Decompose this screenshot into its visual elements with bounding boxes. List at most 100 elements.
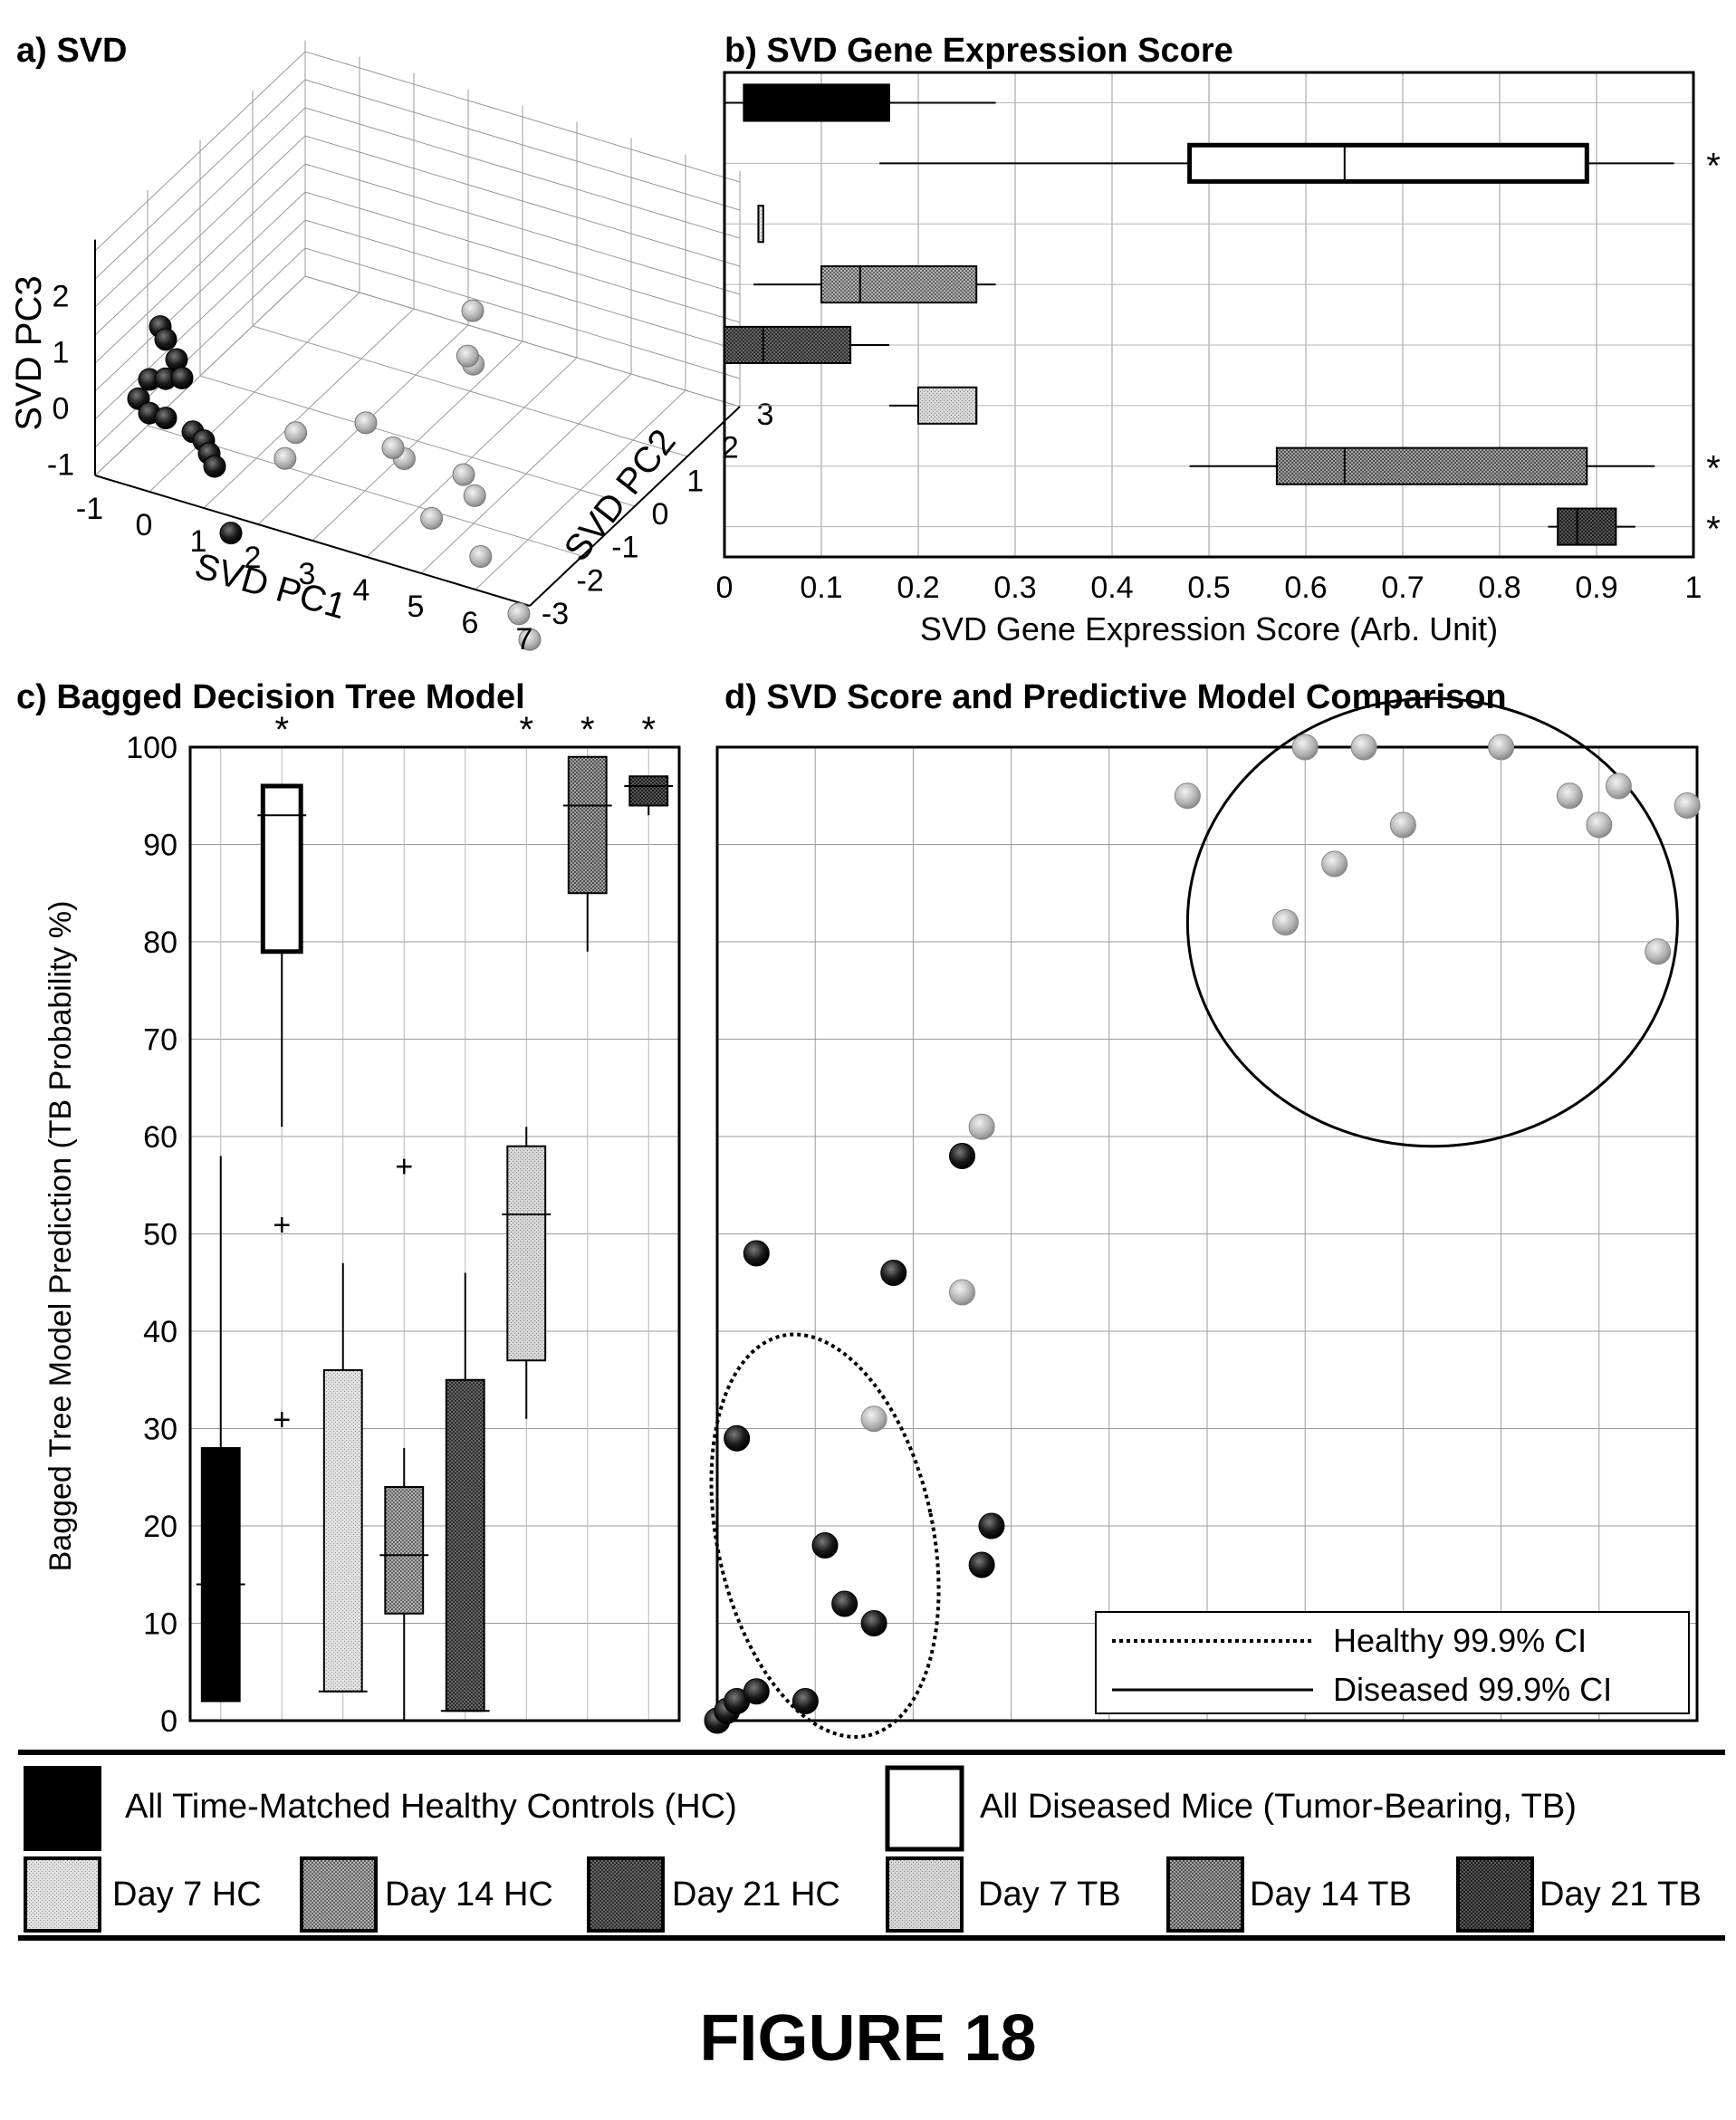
point-diseased bbox=[463, 484, 486, 507]
tick-label: 10 bbox=[143, 1607, 177, 1642]
point-diseased bbox=[461, 299, 484, 322]
tick-label: 40 bbox=[143, 1315, 177, 1349]
point-diseased bbox=[1645, 938, 1672, 965]
point-diseased bbox=[1586, 811, 1613, 839]
point-healthy bbox=[831, 1590, 858, 1617]
significance-star: * bbox=[1706, 146, 1721, 186]
grid-line bbox=[304, 51, 741, 183]
significance-star: * bbox=[519, 710, 533, 750]
panel-a-grid bbox=[94, 40, 741, 607]
tick-label: 1 bbox=[686, 464, 704, 498]
tick-label: 3 bbox=[757, 398, 774, 432]
point-healthy bbox=[791, 1688, 819, 1714]
tick-label: -2 bbox=[577, 563, 604, 598]
significance-star: * bbox=[641, 710, 656, 750]
panel-a-zlabel: SVD PC3 bbox=[9, 275, 49, 430]
point-diseased bbox=[354, 411, 378, 435]
panel-c-frame bbox=[188, 745, 681, 1722]
box bbox=[1187, 142, 1589, 184]
legend-swatch-day14-tb bbox=[1166, 1856, 1244, 1933]
tick-label: 2 bbox=[245, 541, 262, 575]
tick-label: 20 bbox=[143, 1510, 177, 1544]
legend-label-day7-tb: Day 7 TB bbox=[978, 1875, 1121, 1914]
point-diseased bbox=[1556, 782, 1583, 810]
box bbox=[724, 325, 852, 364]
grid-line bbox=[304, 163, 741, 295]
point-diseased bbox=[949, 1279, 975, 1306]
panel-d-title: d) SVD Score and Predictive Model Compar… bbox=[724, 678, 1507, 716]
axis-line-pc1 bbox=[94, 475, 531, 607]
grid-line bbox=[147, 425, 583, 557]
tick-label: 0.5 bbox=[1187, 571, 1230, 605]
point-healthy bbox=[880, 1260, 907, 1286]
legend-swatch-day7-hc bbox=[24, 1856, 101, 1933]
box bbox=[820, 265, 978, 304]
healthy-ci-ellipse bbox=[709, 1332, 941, 1739]
tick-label: 0 bbox=[716, 571, 734, 605]
figure-caption: FIGURE 18 bbox=[699, 2002, 1037, 2075]
outlier-mark: + bbox=[273, 1403, 291, 1437]
point-diseased bbox=[456, 344, 479, 368]
tick-label: 0.2 bbox=[897, 571, 939, 605]
grid-line bbox=[252, 325, 688, 457]
point-healthy bbox=[724, 1425, 751, 1452]
box bbox=[917, 386, 978, 425]
grid-line bbox=[304, 135, 741, 267]
tick-label: 50 bbox=[143, 1218, 177, 1252]
point-healthy bbox=[219, 522, 243, 545]
grid-line bbox=[94, 107, 306, 308]
tick-label: 0.4 bbox=[1090, 571, 1133, 605]
panel-c-ylabel: Bagged Tree Model Prediction (TB Probabi… bbox=[43, 901, 78, 1572]
legend-label-day21-tb: Day 21 TB bbox=[1539, 1875, 1702, 1914]
tick-label: 0.6 bbox=[1284, 571, 1327, 605]
significance-star: * bbox=[1706, 510, 1721, 550]
outlier-mark: + bbox=[395, 1149, 413, 1184]
point-diseased bbox=[469, 545, 493, 568]
tick-label: 0.1 bbox=[800, 571, 842, 605]
grid-line bbox=[94, 51, 306, 252]
point-diseased bbox=[518, 628, 542, 651]
legend-swatch-day21-tb bbox=[1456, 1856, 1534, 1933]
tick-label: 3 bbox=[299, 557, 316, 591]
legend-swatch-day7-tb bbox=[886, 1856, 964, 1933]
grid-line bbox=[94, 247, 306, 448]
legend-label-day21-hc: Day 21 HC bbox=[672, 1875, 840, 1914]
tick-label: 0 bbox=[136, 508, 153, 542]
legend-swatch-day14-hc bbox=[300, 1856, 378, 1933]
point-diseased bbox=[968, 1113, 995, 1140]
group-legend: All Time-Matched Healthy Controls (HC) A… bbox=[18, 1750, 1725, 1941]
grid-line bbox=[94, 191, 306, 392]
legend-label-all-tb: All Diseased Mice (Tumor-Bearing, TB) bbox=[980, 1788, 1577, 1826]
point-healthy bbox=[743, 1678, 770, 1705]
point-diseased bbox=[1605, 772, 1632, 800]
tick-label: 0.9 bbox=[1575, 571, 1617, 605]
point-diseased bbox=[1174, 782, 1201, 810]
tick-label: 0.3 bbox=[993, 571, 1036, 605]
tick-label: 6 bbox=[462, 606, 479, 640]
box bbox=[567, 755, 608, 895]
panel-b-ticks: 0 0.1 0.2 0.3 0.4 0.5 0.6 0.7 0.8 0.9 1 bbox=[716, 571, 1702, 605]
tick-label: 0 bbox=[160, 1704, 177, 1739]
point-diseased bbox=[452, 463, 475, 486]
box bbox=[445, 1378, 485, 1712]
tick-label: -3 bbox=[542, 597, 569, 631]
box bbox=[628, 775, 669, 807]
point-diseased bbox=[860, 1405, 887, 1433]
tick-label: 0 bbox=[652, 497, 669, 532]
diseased-ci-ellipse bbox=[1185, 696, 1679, 1148]
panel-b-title: b) SVD Gene Expression Score bbox=[724, 32, 1233, 70]
point-healthy bbox=[154, 407, 177, 430]
box bbox=[384, 1486, 425, 1615]
panel-d-legend-box bbox=[1095, 1611, 1690, 1714]
legend-swatch-day21-hc bbox=[587, 1856, 665, 1933]
point-diseased bbox=[1389, 811, 1416, 839]
point-healthy bbox=[968, 1551, 995, 1578]
panel-b-boxplot: * * * 0 0.1 0.2 0.3 0.4 0.5 0.6 0.7 0.8 0.9 1 SVD Ge… bbox=[716, 71, 1721, 648]
tick-label: 0.8 bbox=[1478, 571, 1520, 605]
point-diseased bbox=[1350, 734, 1377, 761]
point-diseased bbox=[1272, 909, 1300, 935]
grid-line bbox=[304, 191, 741, 323]
